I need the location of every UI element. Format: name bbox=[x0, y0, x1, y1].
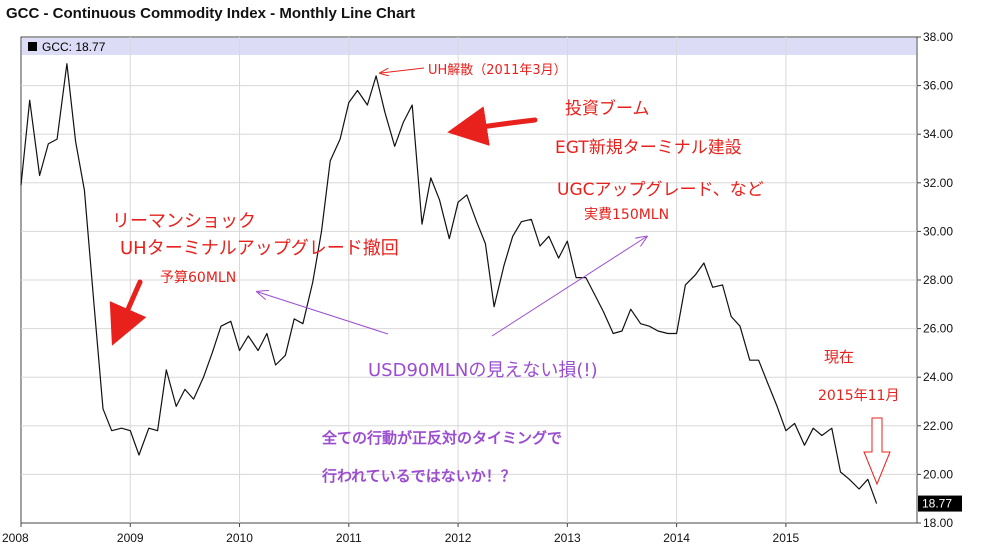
legend-label: GCC: 18.77 bbox=[42, 40, 106, 54]
x-tick-label: 2010 bbox=[226, 531, 253, 545]
boom-arrow bbox=[447, 106, 538, 146]
y-tick-label: 24.00 bbox=[923, 370, 953, 384]
legend-swatch bbox=[28, 42, 37, 51]
annotation-current-2: 2015年11月 bbox=[818, 388, 900, 404]
y-tick-label: 26.00 bbox=[923, 322, 953, 336]
x-tick-label: 2008 bbox=[2, 531, 29, 545]
annotation-lehman-1: リーマンショック bbox=[112, 211, 256, 232]
annotation-boom-2: EGT新規ターミナル建設 bbox=[555, 138, 742, 158]
x-tick-label: 2009 bbox=[117, 531, 144, 545]
legend-band bbox=[22, 38, 916, 55]
current-arrow bbox=[863, 417, 891, 486]
annotation-loss: USD90MLNの見えない損(!) bbox=[368, 360, 598, 381]
budget-arrow bbox=[258, 292, 389, 335]
annotation-boom-3: UGCアップグレード、など bbox=[557, 180, 764, 200]
annotation-current-1: 現在 bbox=[824, 348, 855, 366]
annotation-uh-dissolution: UH解散（2011年3月） bbox=[428, 63, 567, 78]
annotation-timing-2: 行われているではないか！？ bbox=[322, 467, 516, 485]
x-tick-label: 2015 bbox=[773, 531, 800, 545]
annotation-actual-cost: 実費150MLN bbox=[584, 207, 670, 223]
uh-arrow bbox=[381, 67, 425, 73]
chart-title: GCC - Continuous Commodity Index - Month… bbox=[6, 5, 416, 22]
x-tick-label: 2014 bbox=[663, 531, 690, 545]
series-line-gcc bbox=[20, 63, 878, 504]
annotation-boom-1: 投資ブーム bbox=[565, 99, 650, 119]
x-tick-label: 2012 bbox=[445, 531, 472, 545]
y-tick-label: 22.00 bbox=[923, 419, 953, 433]
y-tick-label: 18.00 bbox=[923, 516, 953, 530]
y-tick-label: 28.00 bbox=[923, 273, 953, 287]
annotation-timing-1: 全ての行動が正反対のタイミングで bbox=[322, 429, 563, 447]
annotation-lehman-2: UHターミナルアップグレード撤回 bbox=[120, 238, 399, 259]
annotation-budget: 予算60MLN bbox=[160, 270, 237, 286]
y-tick-label: 38.00 bbox=[923, 30, 953, 44]
actual-arrow bbox=[491, 237, 646, 337]
y-tick-label: 32.00 bbox=[923, 176, 953, 190]
y-tick-label: 20.00 bbox=[923, 467, 953, 481]
y-tick-label: 34.00 bbox=[923, 127, 953, 141]
y-tick-label: 36.00 bbox=[923, 79, 953, 93]
last-value-label: 18.77 bbox=[922, 497, 952, 511]
lehman-arrow bbox=[109, 279, 147, 346]
y-tick-label: 30.00 bbox=[923, 224, 953, 238]
x-tick-label: 2011 bbox=[336, 531, 362, 545]
x-tick-label: 2013 bbox=[554, 531, 581, 545]
last-value-box bbox=[918, 495, 962, 512]
